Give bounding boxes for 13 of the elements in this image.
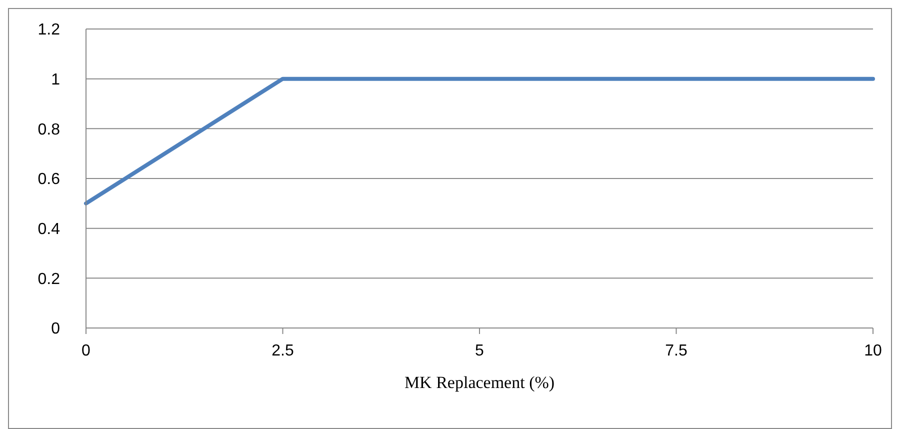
- y-tick-label: 1: [51, 72, 60, 89]
- x-axis-title: MK Replacement (%): [404, 373, 555, 392]
- y-tick-label: 0.8: [38, 121, 60, 138]
- y-tick-label: 0.2: [38, 270, 60, 288]
- y-tick-label: 0: [51, 320, 60, 338]
- y-tick-label: 1.2: [38, 22, 60, 39]
- x-tick-label: 5: [475, 342, 484, 360]
- x-tick-label: 2.5: [272, 342, 294, 360]
- x-tick-label: 10: [864, 342, 882, 360]
- y-tick-label: 0.4: [38, 221, 60, 238]
- x-tick-label: 0: [82, 342, 91, 360]
- y-tick-label: 0.6: [38, 171, 60, 188]
- x-tick-label: 7.5: [665, 342, 688, 360]
